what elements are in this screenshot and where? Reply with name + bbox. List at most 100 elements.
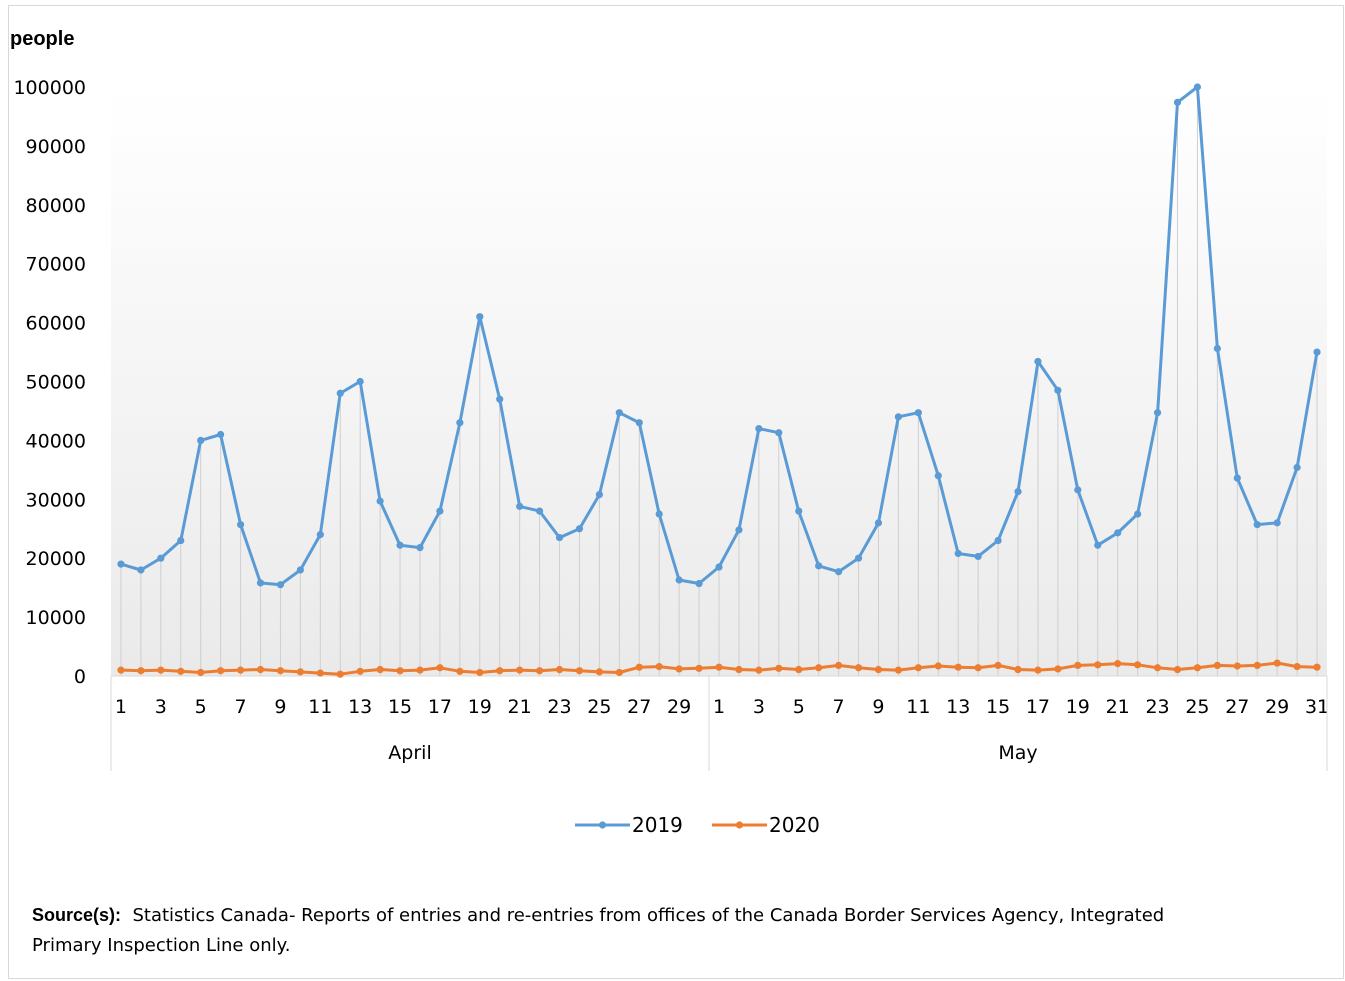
data-point-2019 (516, 502, 524, 510)
data-point-2020 (1273, 659, 1281, 667)
data-point-2019 (595, 490, 603, 499)
x-tick-label: 5 (793, 696, 805, 718)
data-point-2020 (436, 664, 444, 672)
data-point-2019 (217, 430, 225, 439)
data-point-2020 (117, 666, 125, 674)
x-tick-label: 3 (753, 696, 765, 718)
drop-lines (120, 87, 1318, 676)
data-point-2020 (1293, 662, 1301, 671)
data-point-2019 (1153, 409, 1162, 417)
data-point-2020 (256, 665, 265, 674)
x-tick-label: 29 (667, 696, 691, 718)
data-point-2020 (496, 667, 504, 675)
data-point-2020 (934, 662, 942, 670)
data-point-2019 (615, 409, 623, 417)
data-point-2019 (456, 419, 464, 427)
data-point-2020 (815, 664, 823, 672)
data-point-2020 (635, 663, 643, 671)
x-tick-label: 19 (468, 696, 492, 718)
x-tick-label: 15 (388, 696, 412, 718)
data-point-2020 (1054, 665, 1062, 673)
data-point-2019 (316, 531, 324, 539)
data-point-2019 (416, 543, 424, 552)
data-point-2020 (835, 661, 843, 669)
data-point-2019 (994, 536, 1002, 545)
data-point-2019 (436, 507, 444, 515)
data-point-2020 (1134, 661, 1142, 669)
data-point-2020 (655, 662, 663, 671)
data-point-2020 (376, 665, 384, 674)
data-point-2019 (635, 419, 643, 427)
data-point-2020 (1114, 660, 1122, 668)
data-point-2019 (894, 413, 903, 421)
data-point-2019 (276, 581, 285, 589)
legend-label-2020: 2020 (769, 813, 820, 837)
data-point-2020 (396, 667, 404, 675)
data-point-2019 (954, 549, 962, 558)
data-point-2019 (496, 395, 504, 403)
data-point-2019 (376, 497, 384, 505)
data-point-2019 (296, 566, 304, 574)
data-point-2020 (874, 665, 883, 674)
data-point-2019 (137, 566, 145, 574)
data-point-2019 (555, 533, 564, 542)
data-point-2019 (1094, 541, 1102, 549)
x-tick-label: 9 (274, 696, 286, 718)
data-point-2020 (236, 666, 245, 674)
legend-label-2019: 2019 (632, 813, 683, 837)
data-point-2019 (1193, 83, 1202, 91)
data-point-2019 (655, 510, 663, 518)
data-point-2020 (476, 668, 484, 677)
data-point-2020 (994, 661, 1002, 669)
data-point-2019 (336, 389, 344, 397)
data-point-2019 (177, 536, 185, 545)
group-label: May (998, 742, 1037, 764)
data-point-2020 (1034, 666, 1042, 674)
source-note: Source(s): Statistics Canada- Reports of… (32, 900, 1232, 961)
line-chart: people 010000200003000040000500006000070… (10, 28, 1329, 837)
data-point-2019 (117, 560, 125, 568)
data-point-2020 (735, 665, 743, 674)
data-point-2020 (1014, 665, 1022, 674)
y-tick-label: 100000 (13, 77, 86, 99)
x-tick-label: 13 (946, 696, 970, 718)
x-tick-label: 25 (587, 696, 611, 718)
data-point-2020 (336, 670, 344, 678)
data-point-2020 (615, 668, 623, 677)
data-point-2020 (595, 668, 603, 676)
data-point-2020 (197, 668, 205, 677)
data-point-2019 (1134, 510, 1142, 518)
y-tick-label: 60000 (26, 313, 86, 335)
data-point-2020 (1313, 663, 1321, 671)
data-point-2019 (1173, 98, 1182, 106)
x-axis: 1 3 5 7 9 11 13 15 17 19 21 23 25 27 29 1 3 5 7 9 11 13 15 17 19… (110, 675, 1329, 771)
data-point-2019 (356, 377, 364, 386)
data-point-2019 (1074, 486, 1082, 494)
x-tick-label: 29 (1265, 696, 1289, 718)
data-point-2019 (1213, 344, 1221, 353)
data-point-2019 (396, 541, 404, 549)
data-point-2020 (1233, 662, 1241, 670)
data-point-2019 (1313, 348, 1321, 356)
data-point-2019 (735, 526, 743, 534)
x-tick-label: 11 (308, 696, 332, 718)
data-point-2019 (775, 429, 783, 437)
x-tick-label: 31 (1305, 696, 1329, 718)
data-point-2020 (1074, 661, 1082, 669)
x-tick-label: 23 (1145, 696, 1169, 718)
data-point-2019 (695, 579, 703, 588)
data-point-2019 (914, 409, 922, 417)
y-tick-label: 30000 (26, 489, 86, 511)
data-point-2019 (755, 425, 763, 433)
y-tick-label: 80000 (26, 195, 86, 217)
y-tick-label: 70000 (26, 254, 86, 276)
x-tick-label: 19 (1066, 696, 1090, 718)
data-point-2019 (835, 568, 843, 576)
data-point-2020 (715, 663, 723, 671)
x-tick-label: 3 (155, 696, 167, 718)
legend: 2019 2020 (575, 813, 820, 837)
data-point-2020 (1213, 661, 1221, 669)
x-tick-label: 23 (547, 696, 571, 718)
chart-frame (8, 5, 1344, 979)
data-point-2019 (1114, 529, 1122, 537)
